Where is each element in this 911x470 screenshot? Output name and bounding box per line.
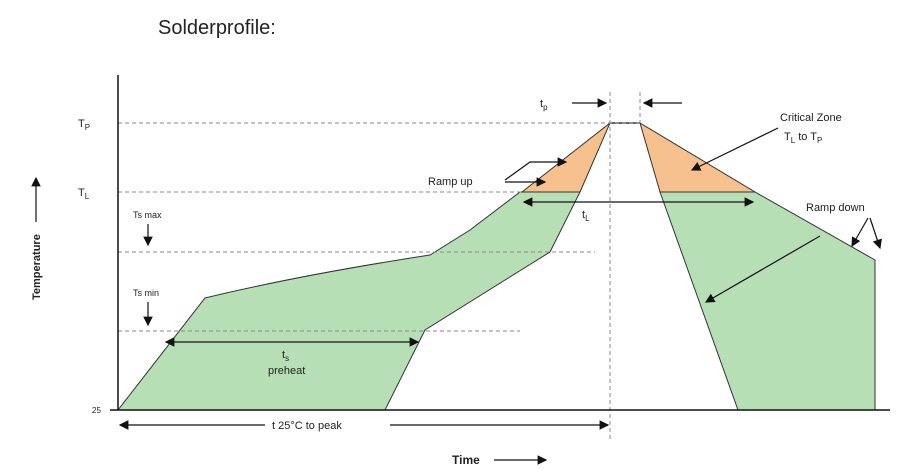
tp-time-label: tp <box>540 98 548 112</box>
critical-zone-fall <box>639 121 757 193</box>
y-axis-label: Temperature <box>31 234 43 300</box>
ramp-down-arrow-2 <box>869 217 882 250</box>
ramp-up-arrow-1 <box>504 157 568 181</box>
tp-label: TP <box>78 118 90 132</box>
critical-zone-label: Critical Zone <box>780 112 842 124</box>
total-label-bg <box>265 418 390 432</box>
tl-label: TL <box>78 187 90 201</box>
ramp-down-label: Ramp down <box>806 202 865 214</box>
critical-zone-arrow <box>690 127 779 171</box>
ramp-down-arrow-1 <box>851 217 869 248</box>
ts-time-label: ts <box>282 349 289 363</box>
preheat-label: preheat <box>268 365 305 377</box>
ramp-down-arrow-3 <box>704 235 821 303</box>
preheat-zone <box>116 191 581 411</box>
cooling-zone <box>659 191 876 411</box>
x-axis-label: Time <box>452 453 480 467</box>
ambient-label: 25 <box>92 406 101 415</box>
total-time-label: t 25°C to peak <box>272 420 342 432</box>
ramp-up-label: Ramp up <box>428 176 473 188</box>
critical-range-label: TL to TP <box>784 131 822 145</box>
tsmax-label: Ts max <box>133 210 162 220</box>
tsmin-label: Ts min <box>133 288 159 298</box>
title: Solderprofile: <box>158 17 276 39</box>
tl-time-label: tL <box>582 209 590 223</box>
